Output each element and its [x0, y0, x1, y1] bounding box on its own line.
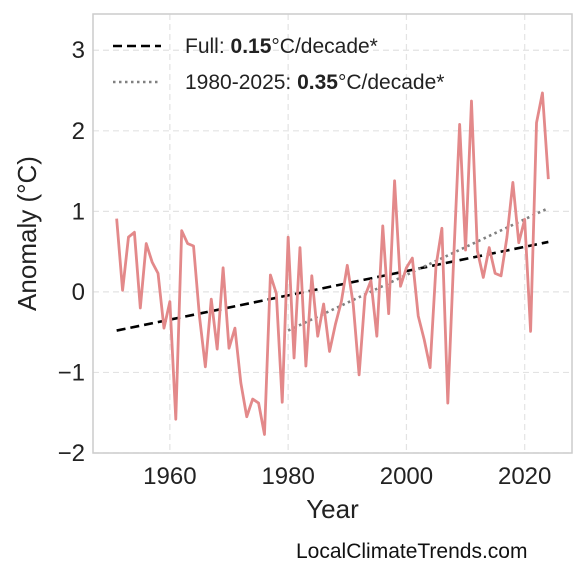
y-tick-label: −2 [58, 440, 85, 467]
y-tick-label: 1 [72, 198, 85, 225]
y-tick-label: 2 [72, 118, 85, 145]
trendline-dashed [116, 240, 549, 332]
x-tick-label: 1980 [261, 463, 314, 490]
y-tick-labels: −2 −1 0 1 2 3 [58, 37, 85, 467]
grid-lines [93, 14, 572, 454]
y-tick-label: 3 [72, 37, 85, 64]
site-credit: LocalClimateTrends.com [296, 540, 528, 563]
x-axis-label: Year [306, 494, 359, 524]
x-tick-labels: 1960 1980 2000 2020 [143, 463, 551, 490]
y-axis-label: Anomaly (°C) [12, 156, 42, 311]
trendlines [116, 206, 549, 332]
anomaly-series-line [115, 91, 550, 436]
legend: Full: 0.15°C/decade* 1980-2025: 0.35°C/de… [113, 35, 444, 94]
y-tick-label: 0 [72, 279, 85, 306]
x-tick-label: 2020 [498, 463, 551, 490]
plot-frame [92, 13, 573, 454]
y-tick-label: −1 [58, 359, 85, 386]
x-tick-label: 1960 [143, 463, 196, 490]
x-tick-label: 2000 [380, 463, 433, 490]
legend-entry: 1980-2025: 0.35°C/decade* [185, 71, 444, 94]
legend-entry: Full: 0.15°C/decade* [185, 35, 378, 58]
data-series [115, 91, 550, 436]
